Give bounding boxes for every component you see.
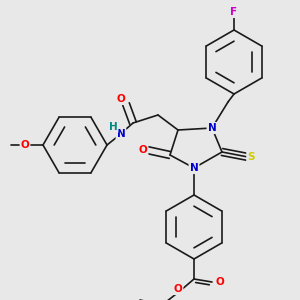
Text: N: N (117, 129, 125, 139)
Text: N: N (190, 163, 198, 173)
Text: N: N (208, 123, 216, 133)
Text: O: O (117, 94, 125, 104)
Text: S: S (247, 152, 255, 162)
Text: H: H (109, 122, 117, 132)
Text: O: O (174, 284, 182, 294)
Text: O: O (139, 145, 147, 155)
Text: O: O (216, 277, 224, 287)
Text: O: O (21, 140, 29, 150)
Text: F: F (230, 7, 238, 17)
